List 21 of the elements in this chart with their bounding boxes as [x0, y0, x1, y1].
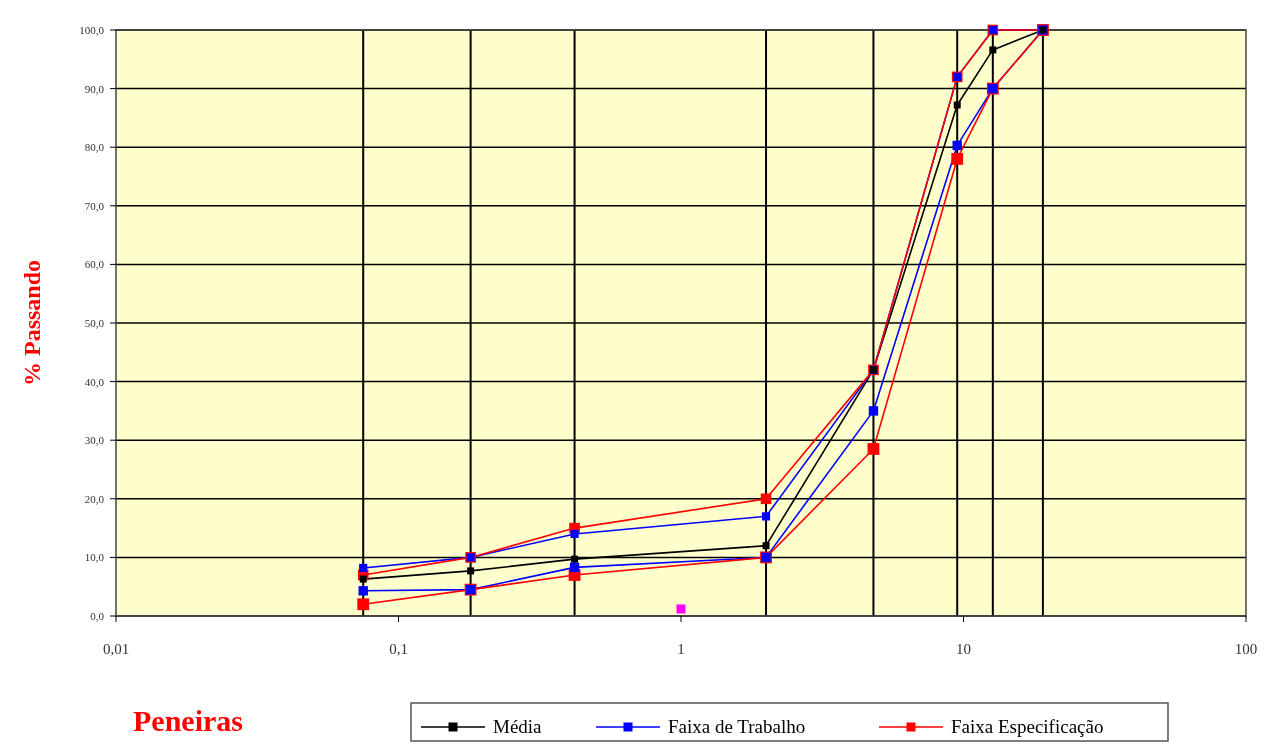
y-tick-label: 30,0: [84, 434, 105, 447]
y-tick-label: 70,0: [84, 199, 105, 212]
x-tick-label: 0,1: [389, 641, 408, 657]
y-tick-label: 10,0: [84, 551, 105, 564]
legend-label: Faixa Especificação: [951, 716, 1104, 737]
x-tick-label: 0,01: [102, 641, 130, 657]
x-tick-label: 1: [677, 641, 685, 657]
y-tick-label: 60,0: [84, 258, 105, 271]
y-tick-label: 50,0: [84, 317, 105, 329]
y-tick-label: 100,0: [79, 24, 105, 36]
y-tick-label: 80,0: [84, 141, 105, 154]
legend-label: Média: [493, 716, 543, 737]
x-tick-label: 10: [956, 641, 971, 657]
y-tick-label: 40,0: [84, 375, 105, 388]
x-tick-label: 100: [1234, 641, 1258, 657]
y-tick-label: 20,0: [84, 492, 105, 505]
y-tick-label: 90,0: [84, 82, 105, 95]
legend-label: Faixa de Trabalho: [668, 716, 806, 737]
y-axis-title: % Passando: [19, 259, 45, 387]
y-tick-label: 0,0: [90, 610, 105, 622]
x-axis-title: Peneiras: [133, 704, 243, 737]
